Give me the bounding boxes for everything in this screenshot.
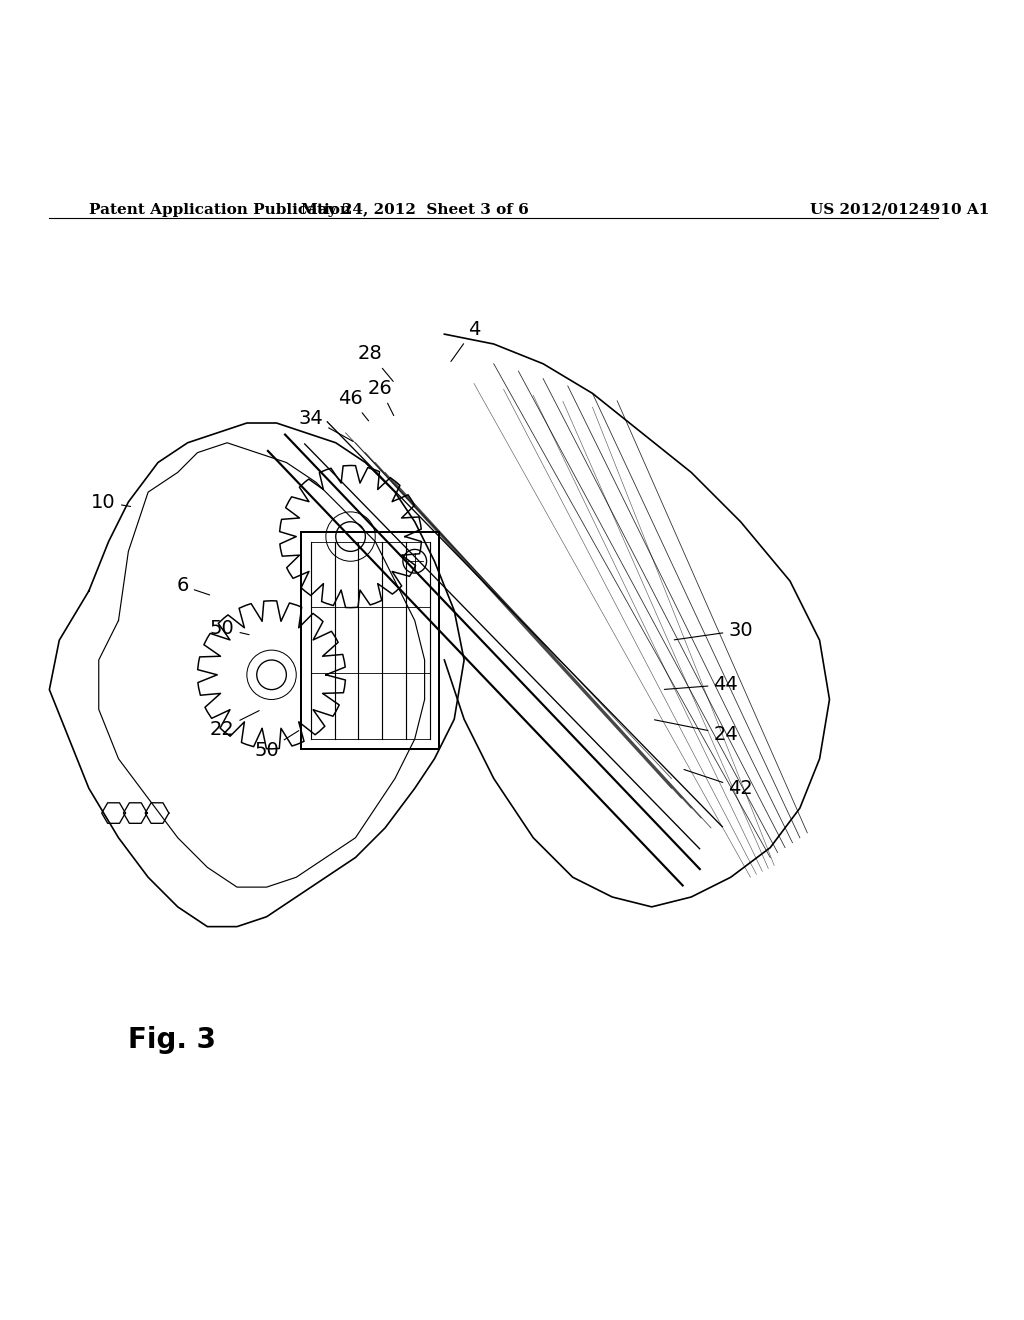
Text: US 2012/0124910 A1: US 2012/0124910 A1	[810, 203, 989, 216]
Text: Fig. 3: Fig. 3	[128, 1026, 216, 1055]
Text: 30: 30	[674, 620, 753, 640]
Text: Patent Application Publication: Patent Application Publication	[89, 203, 351, 216]
Text: 22: 22	[210, 710, 259, 739]
Text: 50: 50	[210, 619, 249, 638]
Text: 4: 4	[451, 319, 480, 362]
Text: 10: 10	[91, 492, 131, 512]
Text: 26: 26	[368, 379, 394, 416]
Text: May 24, 2012  Sheet 3 of 6: May 24, 2012 Sheet 3 of 6	[301, 203, 528, 216]
Text: 50: 50	[254, 730, 299, 760]
Text: 24: 24	[654, 719, 738, 743]
Text: 6: 6	[176, 577, 210, 595]
Text: 28: 28	[358, 345, 393, 381]
Text: 44: 44	[665, 676, 738, 694]
Text: 34: 34	[299, 409, 353, 441]
Text: 42: 42	[684, 770, 753, 797]
Bar	[301, 532, 439, 748]
Text: 46: 46	[338, 389, 369, 421]
